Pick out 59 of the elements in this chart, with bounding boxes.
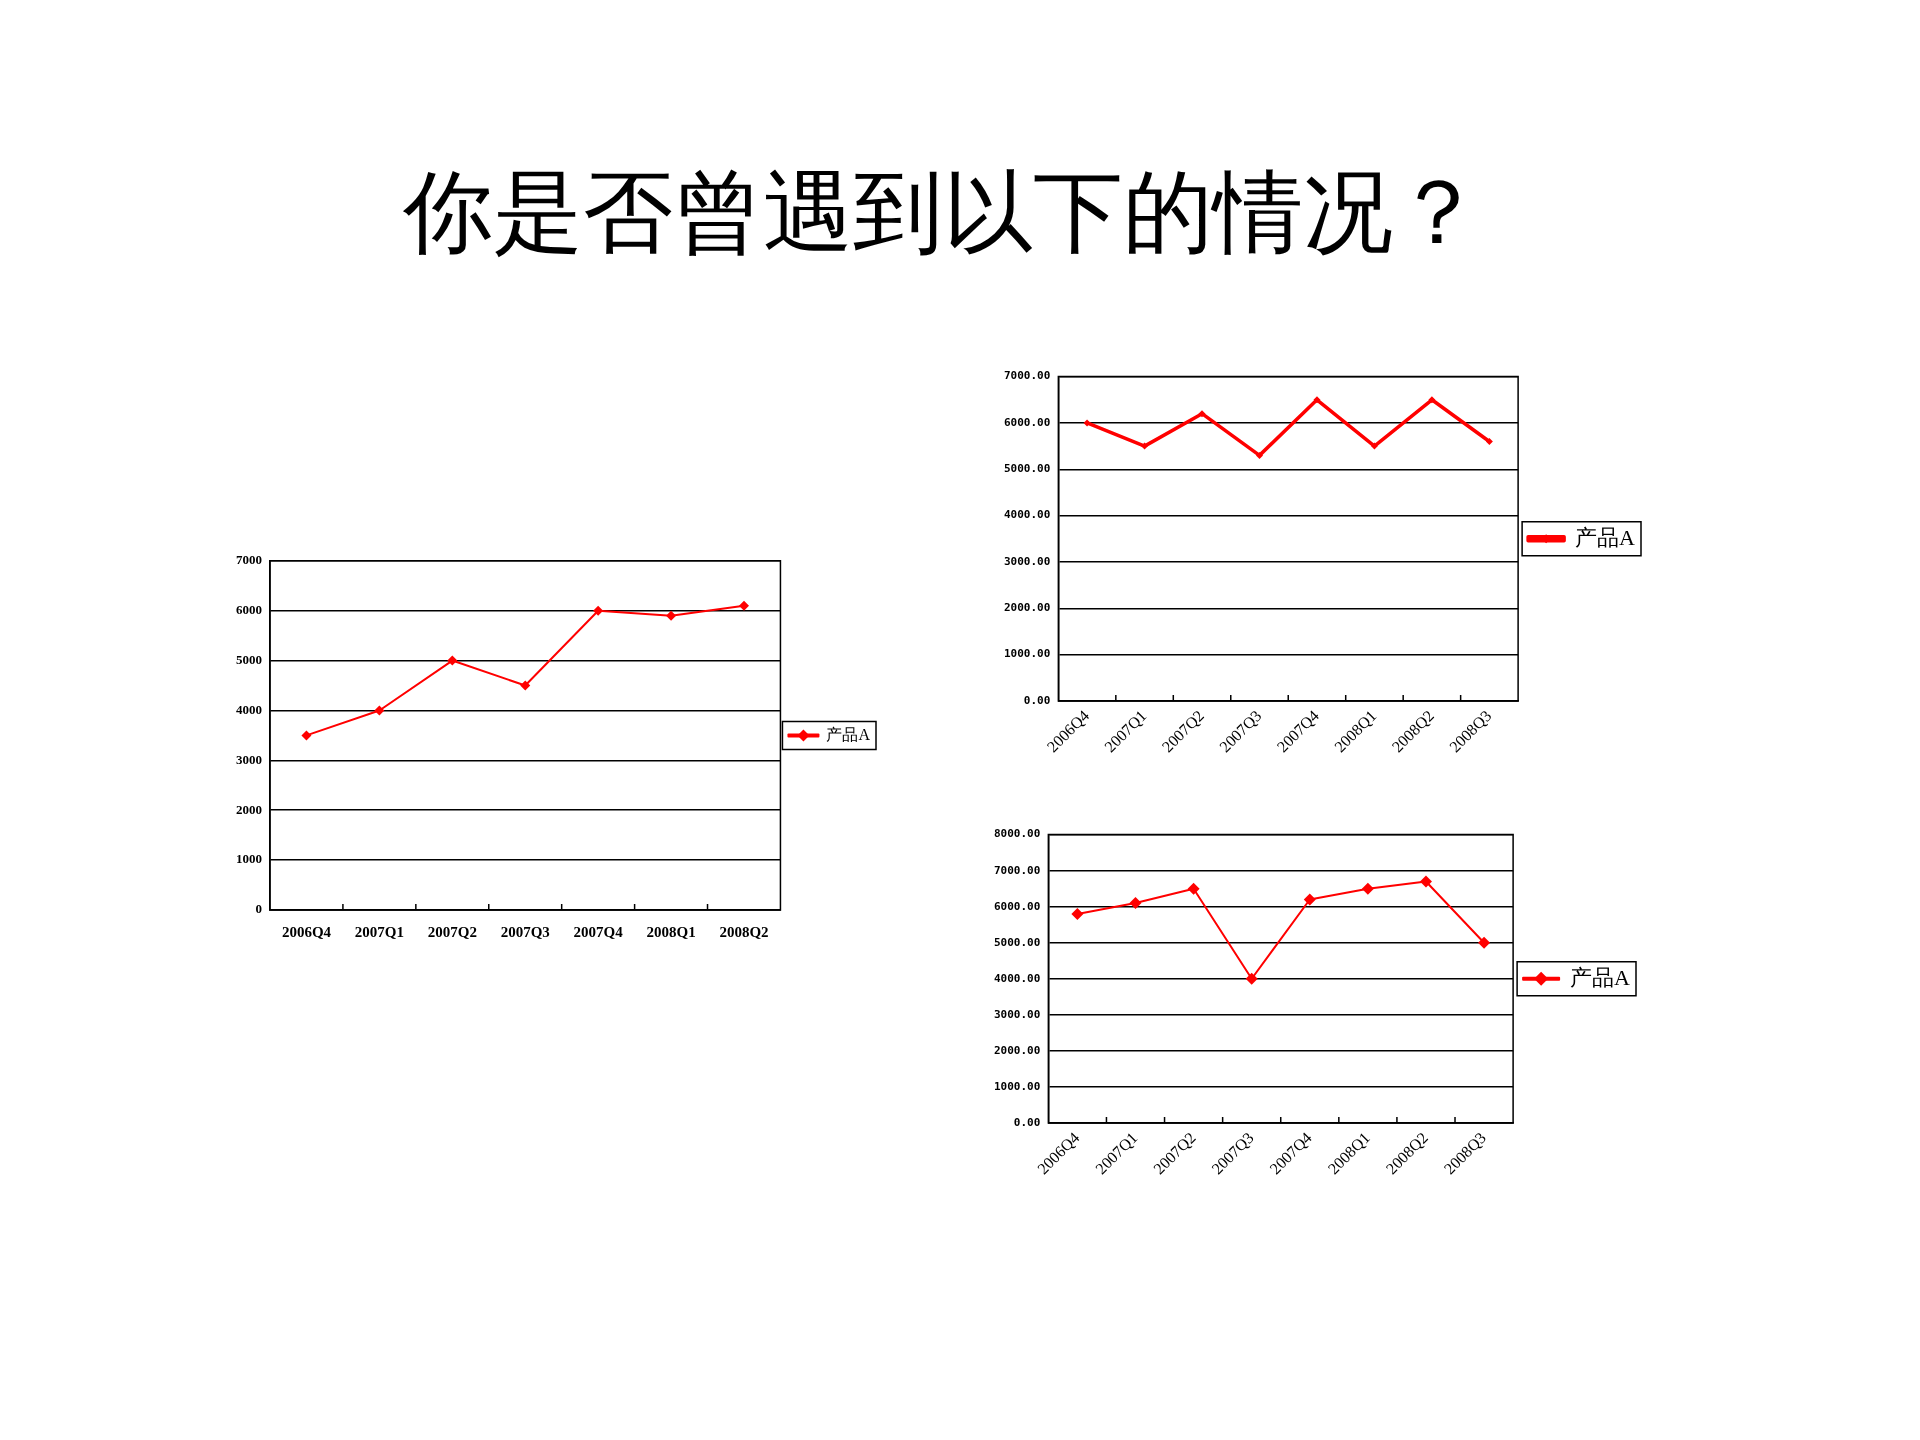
point — [1313, 396, 1321, 404]
y-tick-label: 4000.00 — [1004, 508, 1051, 522]
legend-label: 产品A — [1575, 524, 1636, 550]
y-tick-label: 7000.00 — [1004, 369, 1051, 383]
y-tick-label: 4000.00 — [994, 971, 1041, 985]
point — [1256, 451, 1263, 459]
x-tick-label: 2008Q1 — [646, 923, 696, 940]
y-tick-label: 0.00 — [1023, 693, 1051, 707]
y-tick-label: 5000.00 — [994, 935, 1041, 949]
chart-title: 你是否曾遇到以下的情况？ — [402, 159, 1484, 264]
y-tick-label: 3000 — [236, 751, 262, 767]
y-tick-label: 5000.00 — [1004, 462, 1051, 476]
y-tick-label: 5000 — [236, 651, 262, 667]
legend-label: 产品A — [1570, 964, 1631, 990]
point — [738, 600, 749, 611]
y-tick-label: 2000.00 — [1004, 601, 1051, 615]
point — [1141, 442, 1149, 450]
x-tick-label: 2007Q1 — [354, 923, 404, 940]
y-tick-label: 1000 — [236, 851, 262, 867]
y-tick-label: 7000 — [236, 552, 262, 568]
y-tick-label: 2000 — [236, 801, 262, 817]
point — [1198, 410, 1206, 418]
y-tick-label: 6000 — [236, 602, 262, 618]
point — [1361, 882, 1374, 895]
x-tick-label: 2007Q2 — [427, 923, 477, 940]
point — [447, 655, 458, 666]
y-tick-label: 3000.00 — [994, 1007, 1041, 1021]
point — [1303, 893, 1316, 906]
point — [1187, 882, 1200, 895]
point — [666, 610, 677, 621]
y-tick-label: 7000.00 — [994, 863, 1041, 877]
y-tick-label: 1000.00 — [1004, 647, 1051, 661]
x-tick-label: 2006Q4 — [281, 923, 332, 940]
point — [1478, 936, 1491, 949]
y-tick-label: 1000.00 — [994, 1079, 1041, 1093]
y-tick-label: 3000.00 — [1004, 554, 1051, 568]
point — [1370, 442, 1378, 450]
point — [1485, 437, 1493, 445]
point — [1083, 419, 1091, 427]
point — [520, 680, 531, 691]
point — [593, 605, 604, 616]
point — [1129, 897, 1142, 910]
y-tick-label: 0.00 — [1013, 1115, 1041, 1129]
x-tick-label: 2007Q4 — [573, 923, 624, 940]
y-tick-label: 0 — [255, 901, 262, 917]
x-tick-label: 2007Q3 — [500, 923, 550, 940]
point — [1419, 875, 1432, 888]
y-tick-label: 2000.00 — [994, 1043, 1041, 1057]
x-tick-label: 2008Q2 — [719, 923, 769, 940]
point — [301, 730, 312, 741]
y-tick-label: 6000.00 — [1004, 415, 1051, 429]
point — [1428, 396, 1436, 404]
y-tick-label: 8000.00 — [994, 827, 1041, 841]
legend-label: 产品A — [826, 725, 871, 743]
y-tick-label: 4000 — [236, 701, 262, 717]
y-tick-label: 6000.00 — [994, 899, 1041, 913]
point — [1071, 907, 1084, 920]
point — [1245, 972, 1258, 985]
point — [374, 705, 385, 716]
